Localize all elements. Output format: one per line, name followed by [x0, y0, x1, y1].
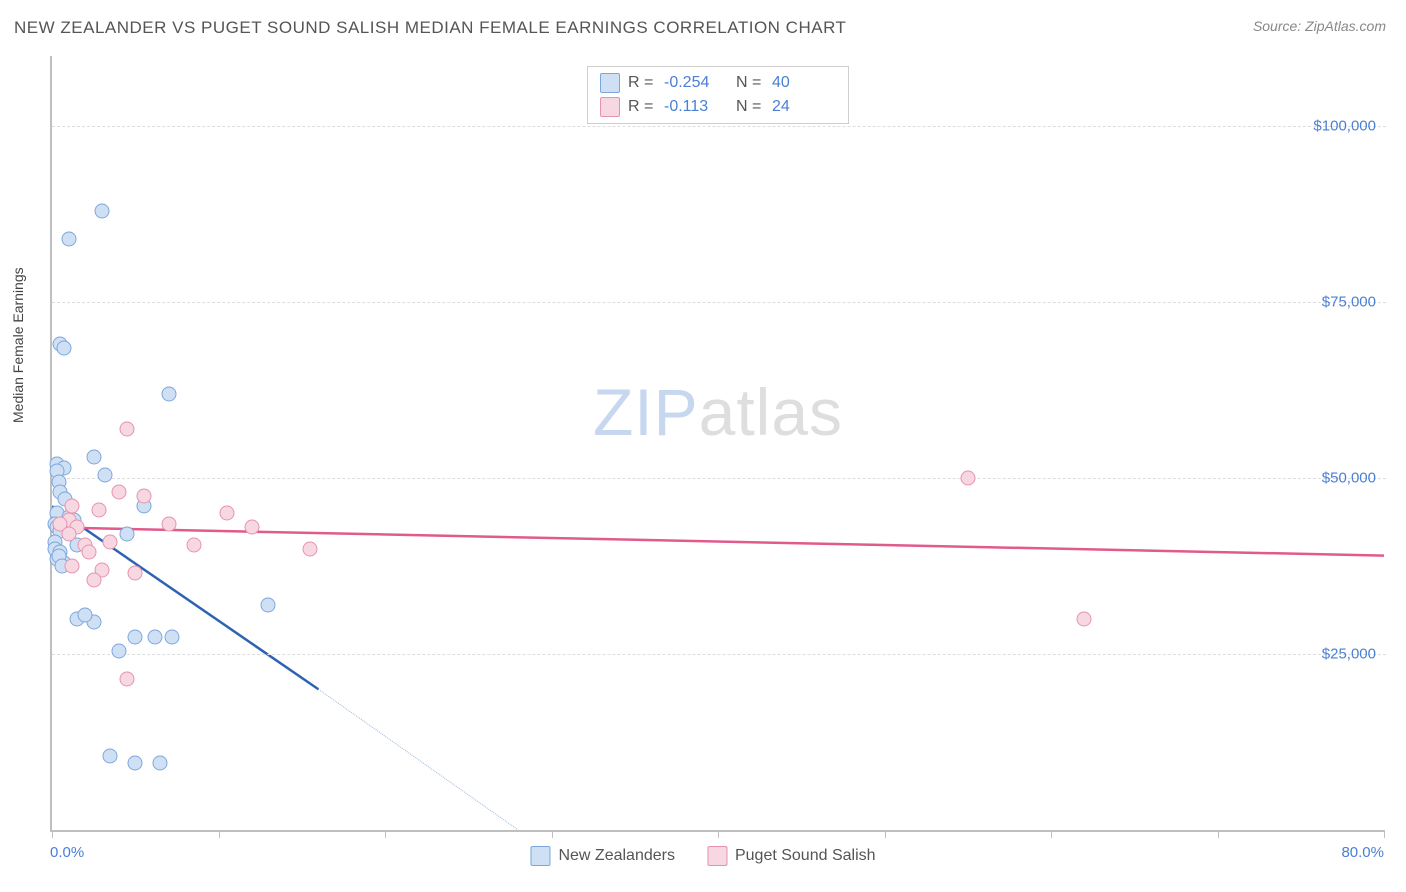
- scatter-point: [103, 534, 118, 549]
- scatter-point: [128, 629, 143, 644]
- regression-line: [52, 506, 318, 689]
- r-value: -0.113: [664, 98, 728, 116]
- x-tick: [52, 830, 53, 838]
- scatter-point: [261, 597, 276, 612]
- y-tick-label: $100,000: [1313, 118, 1376, 135]
- scatter-point: [161, 386, 176, 401]
- regression-line: [318, 689, 518, 830]
- gridline: [52, 302, 1386, 303]
- scatter-point: [78, 608, 93, 623]
- legend-item: Puget Sound Salish: [707, 846, 876, 866]
- legend-item: New Zealanders: [530, 846, 675, 866]
- x-tick: [1218, 830, 1219, 838]
- scatter-point: [128, 566, 143, 581]
- x-tick: [1384, 830, 1385, 838]
- n-label: N =: [736, 98, 764, 116]
- x-max-label: 80.0%: [1341, 844, 1384, 861]
- x-tick: [552, 830, 553, 838]
- scatter-point: [303, 541, 318, 556]
- correlation-legend: R = -0.254 N = 40 R = -0.113 N = 24: [587, 66, 849, 124]
- legend-swatch: [530, 846, 550, 866]
- watermark: ZIPatlas: [593, 374, 843, 450]
- gridline: [52, 478, 1386, 479]
- r-label: R =: [628, 74, 656, 92]
- x-tick: [385, 830, 386, 838]
- n-value: 40: [772, 74, 836, 92]
- x-tick: [718, 830, 719, 838]
- x-tick: [1051, 830, 1052, 838]
- scatter-point: [86, 573, 101, 588]
- scatter-point: [1077, 611, 1092, 626]
- scatter-point: [61, 527, 76, 542]
- chart-title: NEW ZEALANDER VS PUGET SOUND SALISH MEDI…: [14, 18, 846, 38]
- scatter-point: [136, 488, 151, 503]
- scatter-point: [86, 450, 101, 465]
- scatter-point: [164, 629, 179, 644]
- y-tick-label: $75,000: [1322, 294, 1376, 311]
- n-label: N =: [736, 74, 764, 92]
- legend-row: R = -0.113 N = 24: [600, 95, 836, 119]
- series-name: New Zealanders: [558, 847, 675, 865]
- y-axis-label: Median Female Earnings: [10, 267, 26, 423]
- scatter-point: [119, 671, 134, 686]
- scatter-point: [56, 341, 71, 356]
- chart-container: Median Female Earnings ZIPatlas R =-0.25…: [14, 48, 1392, 878]
- n-value: 24: [772, 98, 836, 116]
- gridline: [52, 126, 1386, 127]
- x-tick: [219, 830, 220, 838]
- scatter-point: [64, 499, 79, 514]
- legend-swatch: [707, 846, 727, 866]
- scatter-point: [128, 756, 143, 771]
- scatter-point: [94, 203, 109, 218]
- scatter-point: [148, 629, 163, 644]
- scatter-point: [61, 231, 76, 246]
- legend-swatch: [600, 73, 620, 93]
- series-name: Puget Sound Salish: [735, 847, 876, 865]
- scatter-point: [111, 485, 126, 500]
- scatter-point: [960, 471, 975, 486]
- scatter-point: [81, 545, 96, 560]
- x-tick: [885, 830, 886, 838]
- scatter-point: [91, 502, 106, 517]
- scatter-point: [64, 559, 79, 574]
- series-legend: New Zealanders Puget Sound Salish: [530, 846, 875, 866]
- legend-row: R = -0.254 N = 40: [600, 71, 836, 95]
- y-tick-label: $25,000: [1322, 646, 1376, 663]
- r-value: -0.254: [664, 74, 728, 92]
- scatter-point: [119, 527, 134, 542]
- scatter-point: [119, 421, 134, 436]
- scatter-point: [161, 516, 176, 531]
- scatter-point: [219, 506, 234, 521]
- plot-area: ZIPatlas R = -0.254 N = 40 R = -0.113 N = 24 $2…: [50, 56, 1384, 832]
- x-min-label: 0.0%: [50, 844, 84, 861]
- y-tick-label: $50,000: [1322, 470, 1376, 487]
- scatter-point: [103, 749, 118, 764]
- scatter-point: [244, 520, 259, 535]
- scatter-point: [111, 643, 126, 658]
- gridline: [52, 654, 1386, 655]
- scatter-point: [186, 538, 201, 553]
- scatter-point: [153, 756, 168, 771]
- r-label: R =: [628, 98, 656, 116]
- scatter-point: [98, 467, 113, 482]
- source-label: Source: ZipAtlas.com: [1253, 18, 1386, 34]
- legend-swatch: [600, 97, 620, 117]
